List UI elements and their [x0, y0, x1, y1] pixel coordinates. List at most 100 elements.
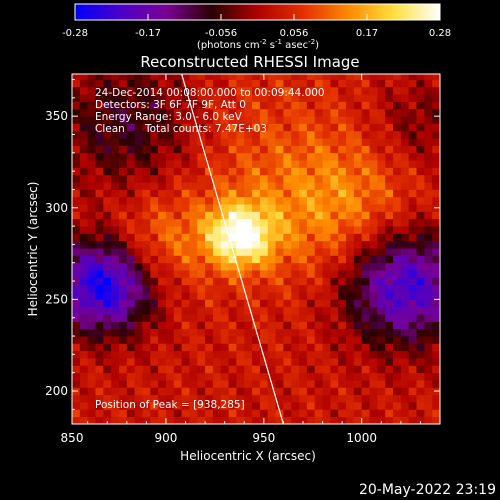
heatmap-cell	[322, 233, 331, 242]
heatmap-cell	[197, 101, 206, 110]
heatmap-cell	[111, 248, 120, 256]
heatmap-cell	[205, 248, 214, 256]
heatmap-cell	[103, 226, 112, 234]
heatmap-cell	[173, 299, 183, 308]
heatmap-cell	[72, 248, 81, 256]
heatmap-cell	[244, 255, 253, 264]
heatmap-cell	[361, 123, 370, 132]
heatmap-cell	[408, 211, 417, 220]
heatmap-cell	[158, 262, 167, 271]
heatmap-cell	[228, 218, 237, 227]
heatmap-cell	[416, 86, 425, 95]
heatmap-cell	[228, 343, 237, 352]
heatmap-cell	[142, 189, 151, 198]
heatmap-cell	[385, 138, 394, 146]
heatmap-cell	[306, 277, 316, 286]
heatmap-cell	[118, 182, 128, 190]
heatmap-cell	[338, 365, 347, 374]
heatmap-cell	[181, 277, 190, 286]
heatmap-cell	[283, 138, 292, 146]
heatmap-cell	[87, 387, 96, 396]
heatmap-cell	[142, 145, 151, 154]
heatmap-cell	[322, 240, 331, 249]
heatmap-cell	[314, 218, 323, 227]
heatmap-cell	[306, 145, 316, 154]
heatmap-cell	[126, 409, 136, 418]
heatmap-cell	[134, 123, 143, 132]
heatmap-cell	[400, 189, 410, 198]
heatmap-cell	[95, 409, 104, 418]
heatmap-cell	[393, 204, 402, 212]
heatmap-cell	[424, 189, 433, 198]
heatmap-cell	[79, 409, 89, 418]
heatmap-cell	[252, 189, 261, 198]
heatmap-cell	[377, 240, 386, 249]
heatmap-cell	[142, 292, 151, 300]
heatmap-cell	[369, 394, 378, 403]
heatmap-cell	[150, 292, 159, 300]
heatmap-cell	[346, 240, 355, 249]
heatmap-cell	[189, 358, 198, 366]
heatmap-cell	[291, 380, 300, 388]
heatmap-cell	[377, 255, 386, 264]
heatmap-cell	[205, 116, 214, 124]
heatmap-cell	[267, 182, 276, 190]
heatmap-cell	[314, 277, 323, 286]
heatmap-cell	[338, 101, 347, 110]
heatmap-cell	[79, 262, 89, 271]
heatmap-cell	[165, 336, 175, 344]
heatmap-cell	[118, 248, 128, 256]
heatmap-cell	[267, 409, 276, 418]
heatmap-cell	[338, 116, 347, 124]
heatmap-cell	[291, 116, 300, 124]
heatmap-cell	[181, 138, 190, 146]
heatmap-cell	[244, 152, 253, 161]
heatmap-cell	[244, 160, 253, 168]
heatmap-cell	[432, 189, 440, 198]
heatmap-cell	[220, 394, 229, 403]
heatmap-cell	[87, 402, 96, 410]
heatmap-cell	[353, 314, 363, 322]
heatmap-cell	[103, 145, 112, 154]
colorbar-strip	[74, 3, 441, 21]
heatmap-cell	[400, 218, 410, 227]
heatmap-cell	[150, 240, 159, 249]
heatmap-cell	[87, 218, 96, 227]
heatmap-cell	[228, 248, 237, 256]
heatmap-cell	[244, 387, 253, 396]
heatmap-cell	[236, 350, 245, 359]
heatmap-cell	[72, 409, 81, 418]
heatmap-cell	[259, 299, 269, 308]
heatmap-cell	[314, 130, 323, 139]
heatmap-cell	[346, 138, 355, 146]
heatmap-cell	[322, 306, 331, 315]
heatmap-cell	[118, 138, 128, 146]
heatmap-cell	[236, 74, 245, 80]
heatmap-cell	[353, 358, 363, 366]
heatmap-cell	[283, 152, 292, 161]
heatmap-cell	[142, 262, 151, 271]
heatmap-cell	[353, 409, 363, 418]
heatmap-cell	[79, 123, 89, 132]
heatmap-cell	[134, 160, 143, 168]
heatmap-cell	[408, 284, 417, 293]
heatmap-cell	[338, 409, 347, 418]
heatmap-cell	[72, 123, 81, 132]
colorbar-tick-label: 0.28	[429, 28, 451, 39]
heatmap-cell	[299, 380, 308, 388]
heatmap-cell	[150, 94, 159, 102]
heatmap-cell	[205, 160, 214, 168]
heatmap-cell	[314, 299, 323, 308]
heatmap-cell	[205, 94, 214, 102]
heatmap-cell	[361, 284, 370, 293]
heatmap-cell	[361, 130, 370, 139]
heatmap-cell	[377, 160, 386, 168]
heatmap-cell	[165, 79, 175, 88]
heatmap-cell	[408, 248, 417, 256]
heatmap-cell	[283, 409, 292, 418]
heatmap-cell	[306, 116, 316, 124]
heatmap-cell	[291, 409, 300, 418]
heatmap-cell	[416, 402, 425, 410]
heatmap-cell	[118, 86, 128, 95]
heatmap-cell	[118, 372, 128, 381]
